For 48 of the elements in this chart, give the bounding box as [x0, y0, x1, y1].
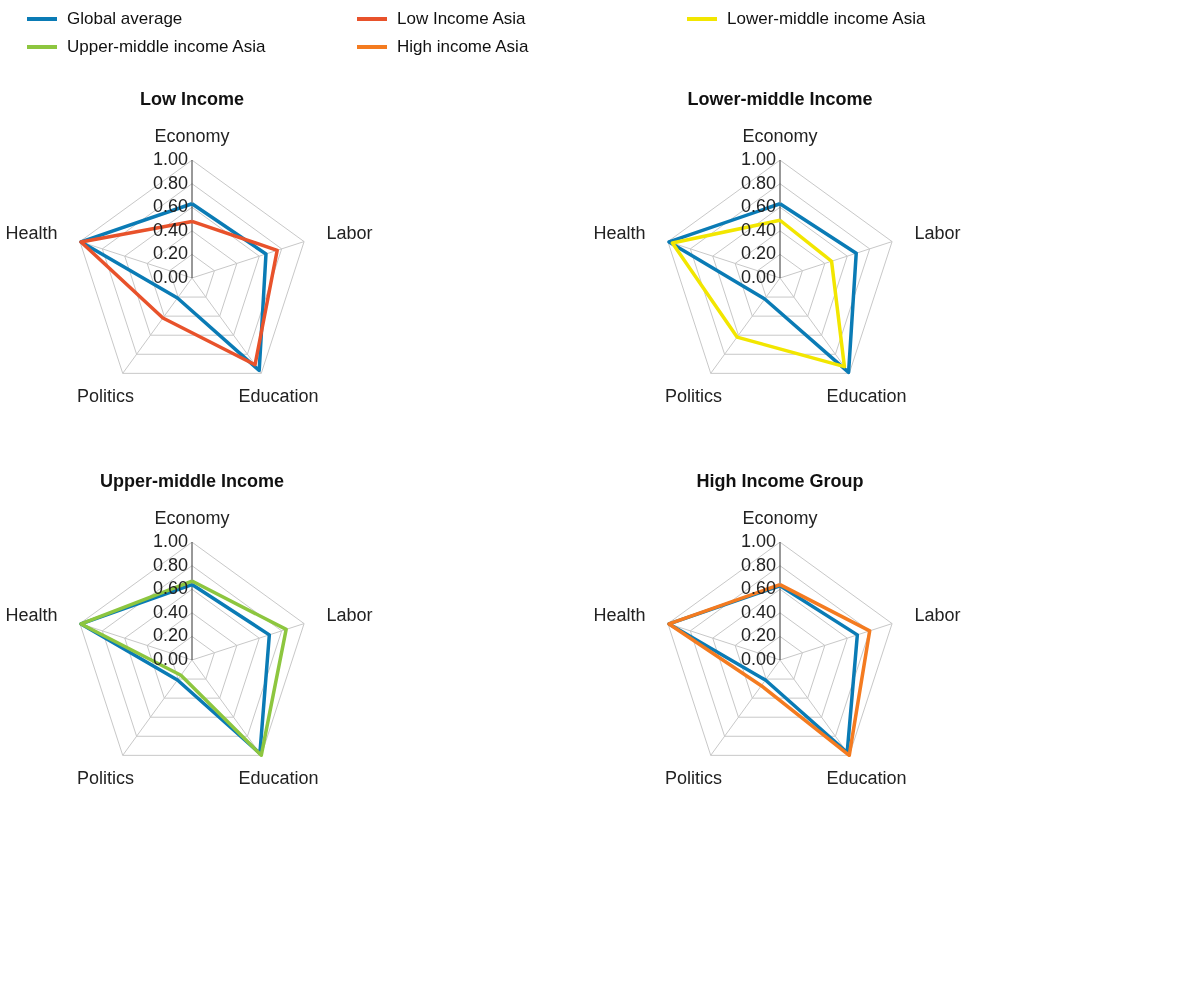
y-tick-label: 0.00	[740, 649, 776, 669]
y-tick-label: 1.00	[152, 149, 188, 170]
spoke-label: Education	[826, 768, 907, 789]
legend-label: Global average	[67, 9, 183, 28]
text: Low Income	[139, 89, 245, 109]
spoke-label: Health	[5, 605, 58, 626]
spoke-label: Politics	[664, 386, 722, 407]
y-tick-label: 0.80	[740, 554, 776, 575]
legend-label: High income Asia	[397, 37, 529, 56]
y-tick-label: 1.00	[152, 531, 188, 552]
spoke-label: Education	[238, 386, 319, 407]
spoke-label: Labor	[914, 223, 961, 244]
spoke-label: Labor	[326, 223, 373, 244]
y-tick-label: 0.40	[740, 219, 776, 240]
y-tick-label: 0.00	[152, 267, 188, 287]
y-tick-label: 0.00	[740, 267, 776, 287]
y-tick-label: 0.20	[740, 243, 776, 264]
spoke-label: Health	[593, 223, 646, 244]
spoke-label: Politics	[76, 386, 134, 407]
y-tick-label: 0.20	[740, 625, 776, 646]
y-tick-label: 1.00	[740, 531, 776, 552]
legend-label: Lower-middle income Asia	[727, 9, 926, 28]
spoke-label: Economy	[154, 125, 230, 146]
spoke-label: Economy	[742, 125, 818, 146]
spoke-label: Health	[593, 605, 646, 626]
y-tick-label: 0.80	[152, 554, 188, 575]
y-tick-label: 0.80	[152, 172, 188, 193]
legend-label: Upper-middle income Asia	[67, 37, 266, 56]
spoke-label: Politics	[76, 768, 134, 789]
text: Upper-middle Income	[99, 471, 285, 491]
spoke-label: Education	[826, 386, 907, 407]
spoke-label: Economy	[154, 507, 230, 528]
y-tick-label: 0.40	[740, 601, 776, 622]
spoke-label: Education	[238, 768, 319, 789]
spoke-label: Politics	[664, 768, 722, 789]
spoke-label: Labor	[326, 605, 373, 626]
y-tick-label: 0.40	[152, 601, 188, 622]
spoke-label: Economy	[742, 507, 818, 528]
y-tick-label: 1.00	[740, 149, 776, 170]
y-tick-label: 0.80	[740, 172, 776, 193]
legend-label: Low Income Asia	[397, 9, 527, 28]
spoke-label: Health	[5, 223, 58, 244]
y-tick-label: 0.20	[152, 243, 188, 264]
y-tick-label: 0.00	[152, 649, 188, 669]
spoke-label: Labor	[914, 605, 961, 626]
text: High Income Group	[696, 471, 864, 491]
y-tick-label: 0.20	[152, 625, 188, 646]
text: Lower-middle Income	[687, 89, 873, 109]
